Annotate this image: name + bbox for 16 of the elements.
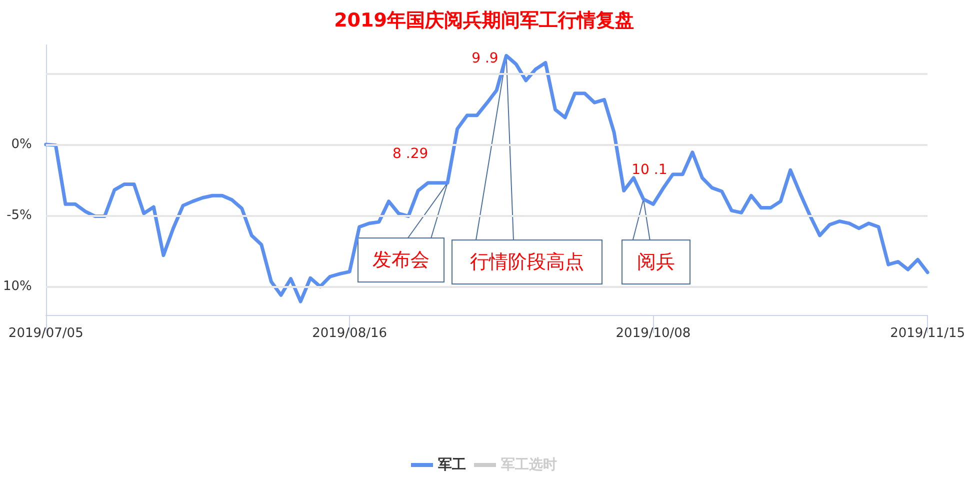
x-tick-label: 2019/11/15 <box>890 326 966 341</box>
annotation: 8 .29 <box>392 146 428 162</box>
annotation: 阅兵 <box>637 251 675 273</box>
y-tick-label: 10% <box>2 279 32 294</box>
y-tick-label: 0% <box>11 136 32 152</box>
annotation: 10 .1 <box>632 162 668 178</box>
x-tick-label: 2019/07/05 <box>8 326 84 341</box>
annotation: 发布会 <box>372 249 430 271</box>
x-tick-label: 2019/10/08 <box>616 326 691 341</box>
chart-title: 2019年国庆阅兵期间军工行情复盘 <box>334 10 634 32</box>
annotation: 行情阶段高点 <box>470 251 584 273</box>
y-tick-label: -5% <box>6 208 32 224</box>
x-tick-label: 2019/08/16 <box>312 326 388 341</box>
legend-label: 军工 <box>438 457 466 473</box>
annotation: 9 .9 <box>472 50 498 67</box>
line-series <box>44 54 930 304</box>
